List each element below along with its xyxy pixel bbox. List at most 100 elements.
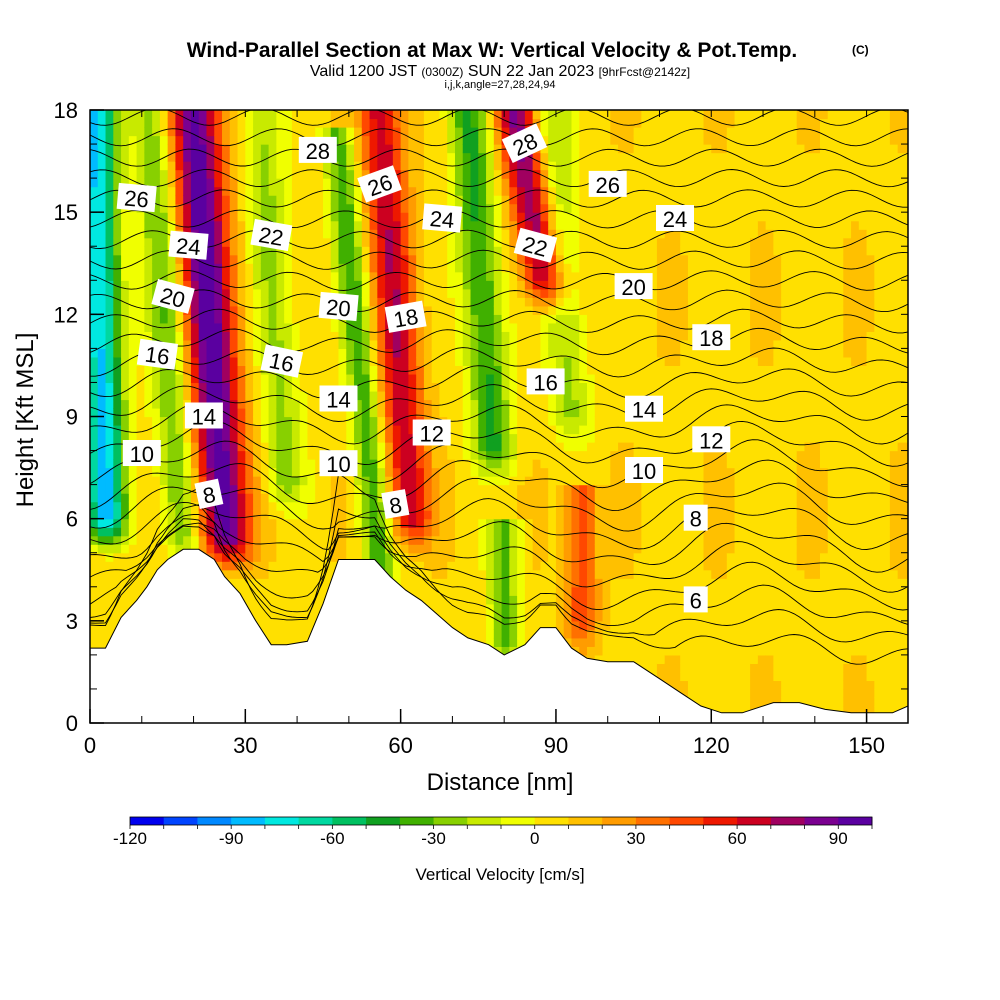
velocity-cell xyxy=(563,271,573,281)
velocity-cell xyxy=(113,407,122,418)
velocity-cell xyxy=(299,561,309,571)
velocity-cell xyxy=(354,263,363,273)
velocity-cell xyxy=(346,544,355,554)
velocity-cell xyxy=(268,314,277,324)
velocity-cell xyxy=(563,127,573,137)
velocity-cell xyxy=(524,578,534,588)
velocity-cell xyxy=(159,442,169,452)
velocity-cell xyxy=(90,459,99,469)
velocity-cell xyxy=(625,603,635,613)
velocity-cell xyxy=(548,484,557,494)
velocity-cell xyxy=(524,203,534,213)
velocity-cell xyxy=(447,322,456,332)
velocity-cell xyxy=(253,459,262,469)
velocity-cell xyxy=(190,467,200,477)
velocity-cell xyxy=(183,271,192,281)
velocity-cell xyxy=(128,280,138,290)
velocity-cell xyxy=(555,467,565,477)
velocity-cell xyxy=(315,476,324,486)
velocity-cell xyxy=(183,527,192,537)
velocity-cell xyxy=(354,501,363,511)
velocity-cell xyxy=(439,382,448,392)
velocity-cell xyxy=(579,169,588,179)
velocity-cell xyxy=(198,314,208,324)
velocity-cell xyxy=(330,544,340,554)
velocity-cell xyxy=(555,544,565,554)
velocity-cell xyxy=(183,135,192,145)
velocity-cell xyxy=(284,527,293,537)
velocity-cell xyxy=(548,339,557,349)
velocity-cell xyxy=(447,586,456,596)
velocity-cell xyxy=(548,425,557,435)
velocity-cell xyxy=(307,356,316,367)
velocity-cell xyxy=(548,450,557,460)
velocity-cell xyxy=(579,373,588,384)
velocity-cell xyxy=(602,399,611,409)
velocity-cell xyxy=(245,110,254,120)
velocity-cell xyxy=(540,407,549,418)
velocity-cell xyxy=(423,280,433,290)
velocity-cell xyxy=(152,407,161,418)
velocity-cell xyxy=(315,518,324,528)
velocity-cell xyxy=(144,271,153,281)
velocity-cell xyxy=(587,561,596,571)
velocity-cell xyxy=(206,288,215,298)
velocity-cell xyxy=(470,212,479,222)
velocity-cell xyxy=(423,127,433,137)
velocity-cell xyxy=(97,442,107,452)
velocity-cell xyxy=(618,263,627,273)
velocity-cell xyxy=(579,476,588,486)
velocity-cell xyxy=(563,535,573,545)
velocity-cell xyxy=(330,348,340,358)
velocity-cell xyxy=(361,254,371,264)
velocity-cell xyxy=(454,476,464,486)
velocity-cell xyxy=(493,322,503,332)
velocity-cell xyxy=(524,586,534,596)
velocity-cell xyxy=(253,501,262,511)
velocity-cell xyxy=(462,425,472,435)
velocity-cell xyxy=(183,484,192,494)
velocity-cell xyxy=(493,254,503,264)
velocity-cell xyxy=(105,314,114,324)
velocity-cell xyxy=(136,373,145,384)
velocity-cell xyxy=(90,586,99,596)
velocity-cell xyxy=(237,331,246,341)
velocity-cell xyxy=(618,322,627,332)
velocity-cell xyxy=(563,322,573,332)
velocity-cell xyxy=(377,322,386,332)
velocity-cell xyxy=(237,518,246,528)
velocity-cell xyxy=(183,212,192,222)
velocity-cell xyxy=(486,280,495,290)
velocity-cell xyxy=(563,365,573,375)
velocity-cell xyxy=(167,152,177,162)
velocity-cell xyxy=(214,365,223,375)
velocity-cell xyxy=(579,586,588,596)
velocity-cell xyxy=(113,518,122,528)
velocity-cell xyxy=(121,271,130,281)
velocity-cell xyxy=(175,450,184,460)
velocity-cell xyxy=(307,305,316,315)
velocity-cell xyxy=(190,297,200,307)
velocity-cell xyxy=(439,586,448,596)
velocity-cell xyxy=(198,476,208,486)
velocity-cell xyxy=(284,118,293,128)
velocity-cell xyxy=(594,229,604,239)
copyright-mark: (C) xyxy=(852,43,869,57)
velocity-cell xyxy=(509,195,518,205)
velocity-cell xyxy=(493,305,503,315)
velocity-cell xyxy=(400,348,409,358)
velocity-cell xyxy=(416,407,425,418)
velocity-cell xyxy=(260,612,270,622)
velocity-cell xyxy=(493,169,503,179)
velocity-cell xyxy=(315,595,324,605)
velocity-cell xyxy=(183,450,192,460)
velocity-cell xyxy=(501,407,510,418)
velocity-cell xyxy=(423,535,433,545)
velocity-cell xyxy=(222,535,231,545)
velocity-cell xyxy=(222,493,231,503)
velocity-cell xyxy=(206,246,215,256)
velocity-cell xyxy=(532,314,542,324)
velocity-cell xyxy=(501,373,510,384)
velocity-cell xyxy=(462,246,472,256)
velocity-cell xyxy=(493,339,503,349)
